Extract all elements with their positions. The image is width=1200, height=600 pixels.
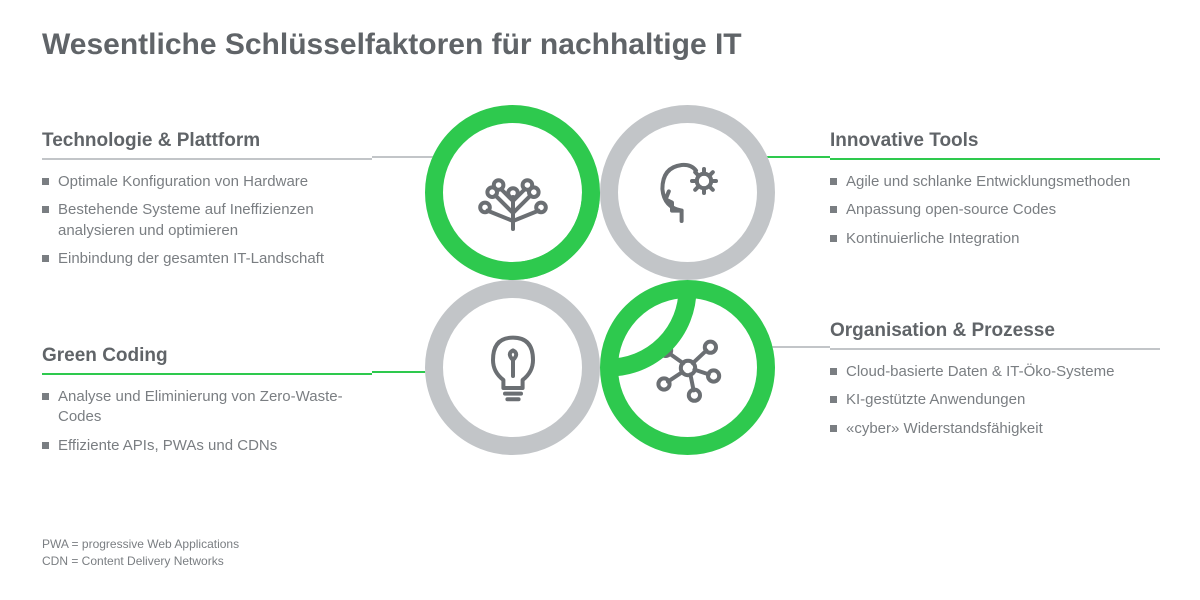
- footnote-line: PWA = progressive Web Applications: [42, 536, 239, 553]
- network-icon: [648, 328, 728, 408]
- list-item: Kontinuierliche Integration: [830, 229, 1160, 249]
- section-title: Technologie & Plattform: [42, 130, 372, 160]
- list-item: Effiziente APIs, PWAs und CDNs: [42, 436, 372, 456]
- list-item: Cloud-basierte Daten & IT-Öko-Systeme: [830, 362, 1160, 382]
- footnote-line: CDN = Content Delivery Networks: [42, 553, 239, 570]
- bullet-list: Cloud-basierte Daten & IT-Öko-Systeme KI…: [830, 362, 1160, 439]
- section-title: Green Coding: [42, 345, 372, 375]
- footnotes: PWA = progressive Web Applications CDN =…: [42, 536, 239, 570]
- bullet-list: Analyse und Eliminierung von Zero-Waste-…: [42, 387, 372, 456]
- ring-green-coding: [425, 280, 600, 455]
- page-title: Wesentliche Schlüsselfaktoren für nachha…: [42, 28, 742, 62]
- ring-tools: [600, 105, 775, 280]
- bullet-list: Agile und schlanke Entwicklungsmethoden …: [830, 172, 1160, 249]
- section-organisation: Organisation & Prozesse Cloud-basierte D…: [830, 320, 1160, 447]
- bulb-leaf-icon: [473, 328, 553, 408]
- list-item: KI-gestützte Anwendungen: [830, 390, 1160, 410]
- section-green-coding: Green Coding Analyse und Eliminierung vo…: [42, 345, 372, 464]
- section-tools: Innovative Tools Agile und schlanke Entw…: [830, 130, 1160, 257]
- list-item: Anpassung open-source Codes: [830, 200, 1160, 220]
- bullet-list: Optimale Konfiguration von Hardware Best…: [42, 172, 372, 269]
- head-gear-icon: [648, 153, 728, 233]
- circuit-icon: [473, 153, 553, 233]
- ring-organisation: [600, 280, 775, 455]
- list-item: Agile und schlanke Entwicklungsmethoden: [830, 172, 1160, 192]
- ring-technologie: [425, 105, 600, 280]
- list-item: Analyse und Eliminierung von Zero-Waste-…: [42, 387, 372, 428]
- section-technologie: Technologie & Plattform Optimale Konfigu…: [42, 130, 372, 277]
- section-title: Innovative Tools: [830, 130, 1160, 160]
- list-item: Einbindung der gesamten IT-Landschaft: [42, 249, 372, 269]
- list-item: «cyber» Widerstandsfähigkeit: [830, 419, 1160, 439]
- list-item: Optimale Konfiguration von Hardware: [42, 172, 372, 192]
- center-graphic: [425, 105, 775, 455]
- section-title: Organisation & Prozesse: [830, 320, 1160, 350]
- list-item: Bestehende Systeme auf Ineffizienzen ana…: [42, 200, 372, 241]
